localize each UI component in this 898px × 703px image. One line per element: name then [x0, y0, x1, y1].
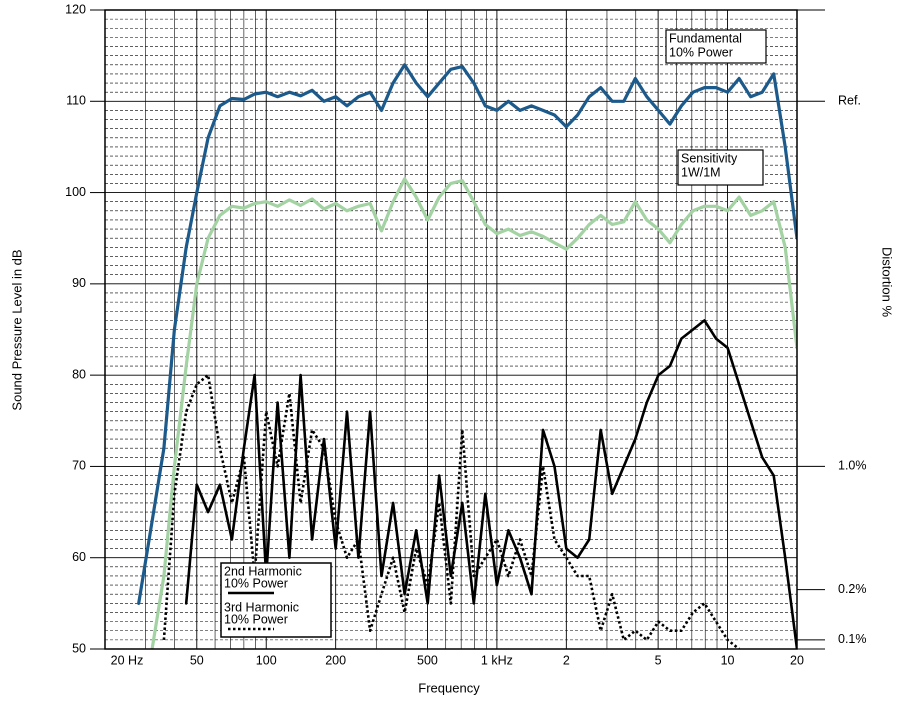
annotation-text: 1W/1M	[681, 165, 721, 179]
legend-note: 10% Power	[224, 576, 288, 590]
y-tick-label: 80	[72, 367, 86, 381]
y-tick-label: 110	[66, 94, 86, 108]
y2-tick-label: 0.1%	[838, 632, 867, 646]
x-tick-label: 2	[563, 653, 570, 667]
y2-axis-label: Distortion %	[880, 247, 895, 318]
axes: 50 60 70 80 90 100 110 120 20 Hz 50 100 200 500 1 kHz…	[65, 2, 866, 667]
annotation-text: 10% Power	[669, 45, 733, 59]
legend-box	[220, 562, 332, 638]
y-tick-label: 90	[72, 276, 86, 290]
y-tick-label: 120	[65, 2, 86, 16]
x-tick-label: 200	[325, 653, 346, 667]
annotation-box	[677, 149, 764, 186]
y2-tick-label: 1.0%	[838, 459, 867, 473]
legend-note: 10% Power	[224, 612, 288, 626]
x-tick-label: 500	[417, 653, 438, 667]
x-tick-label: 20	[790, 653, 804, 667]
series-line	[162, 373, 740, 649]
y-tick-label: 100	[65, 185, 86, 199]
legend-label: 2nd Harmonic	[224, 564, 302, 578]
x-tick-label: 5	[655, 653, 662, 667]
x-tick-label: 10	[721, 653, 735, 667]
x-axis-label: Frequency	[418, 680, 480, 695]
y2-tick-label: 0.2%	[838, 582, 867, 596]
series-line	[150, 177, 797, 649]
annotation-text: Fundamental	[669, 31, 742, 45]
lines	[137, 63, 797, 649]
y-tick-label: 70	[72, 459, 86, 473]
annotation-box	[665, 29, 767, 64]
y-tick-label: 60	[72, 550, 86, 564]
y-tick-label: 50	[72, 641, 86, 655]
plot-frame	[104, 9, 798, 650]
y2-tick-label: Ref.	[838, 94, 861, 108]
annotation-text: Sensitivity	[681, 151, 738, 165]
y-axis-label: Sound Pressure Level in dB	[9, 249, 24, 410]
x-tick-label: 20 Hz	[111, 653, 144, 667]
x-tick-label: 100	[256, 653, 277, 667]
series-line	[184, 319, 797, 649]
legend-label: 3rd Harmonic	[224, 600, 299, 614]
x-tick-label: 1 kHz	[481, 653, 513, 667]
x-tick-label: 50	[190, 653, 204, 667]
series-line	[137, 63, 797, 605]
